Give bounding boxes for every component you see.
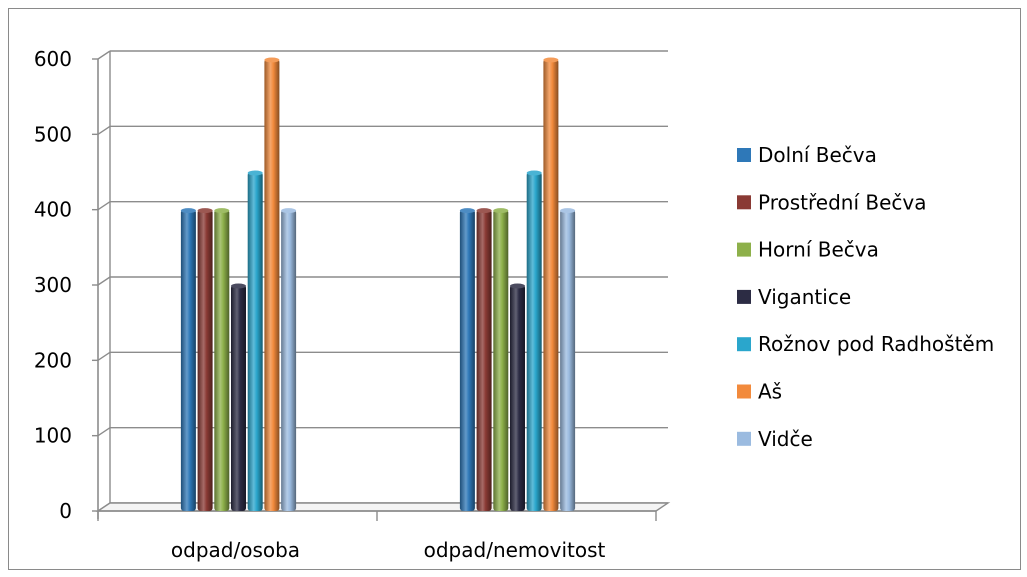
bar [264,59,280,511]
axes [92,58,671,521]
legend-swatch [737,431,751,446]
bars [180,57,576,511]
bar [247,172,263,511]
y-tick-label: 300 [34,273,72,297]
bar-top [247,170,263,176]
bar-top [476,208,492,214]
bar-top [459,208,475,214]
bar [214,209,230,511]
gridline-diagonal [97,276,111,286]
x-category-label: odpad/osoba [171,538,300,562]
legend-swatch [737,195,751,210]
legend-swatch [737,337,751,352]
bar-top [543,57,559,63]
bar [459,209,475,511]
y-tick-label: 600 [34,47,72,71]
y-tick-label: 0 [59,499,72,523]
bar [543,59,559,511]
bar-top [231,283,246,289]
bar-top [510,283,525,289]
y-tick-label: 400 [34,198,72,222]
y-tick-label: 500 [34,122,72,146]
bar-top [526,170,542,176]
legend-swatch [737,242,751,257]
gridline-diagonal [97,427,111,437]
bar-top [493,208,509,214]
bar-top [281,208,297,214]
bar [526,172,542,511]
legend-label: Vidče [758,427,813,451]
legend-swatch [737,384,751,399]
legend-label: Dolní Bečva [758,143,877,167]
legend: Dolní Bečva Prostřední Bečva Horní Bečva Vi… [737,143,994,451]
gridline-diagonal [97,50,111,60]
gridline-diagonal [97,201,111,211]
legend-label: Prostřední Bečva [758,190,926,214]
bar [231,285,246,511]
legend-swatch [737,289,751,304]
bar-top [197,208,213,214]
bar [197,209,213,511]
bar [476,209,492,511]
legend-label: Rožnov pod Radhoštěm [758,332,994,356]
gridline-diagonal [97,125,111,135]
bar-top [180,208,196,214]
bar-top [264,57,280,63]
legend-swatch [737,148,751,162]
y-tick-label: 100 [34,424,72,448]
legend-label: Aš [758,380,782,404]
x-category-label: odpad/nemovitost [424,538,606,562]
bar [510,285,525,511]
bar [560,209,576,511]
gridline-diagonal [97,351,111,361]
legend-label: Horní Bečva [758,238,879,262]
bar [493,209,509,511]
bar [180,209,196,511]
y-tick-label: 200 [34,348,72,372]
bar-top [214,208,230,214]
bar-top [560,208,576,214]
axis-labels: 0 100 200 300 400 500 600 odpad/osoba odpad/nemo… [34,47,606,562]
bar [281,209,297,511]
legend-label: Vigantice [758,285,851,309]
